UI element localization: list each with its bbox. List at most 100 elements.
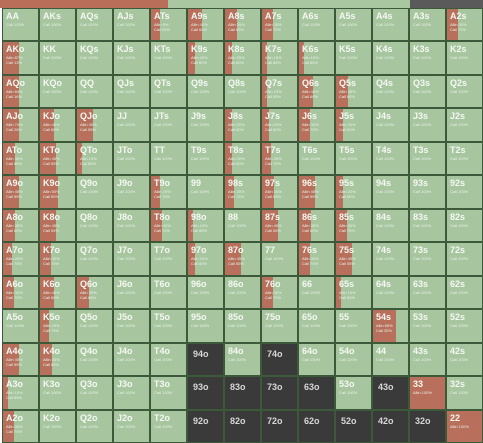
hand-cell-96o[interactable]: 96o Call 100%	[188, 276, 223, 309]
hand-cell-97s[interactable]: 97s Allin 35% Call 65%	[262, 176, 297, 208]
hand-cell-ato[interactable]: ATo Allin 35% Call 65%	[3, 142, 38, 175]
hand-cell-85s[interactable]: 85s Allin 30% Call 70%	[336, 209, 371, 242]
hand-cell-86s[interactable]: 86s Allin 35% Call 65%	[299, 209, 334, 242]
hand-cell-kjs[interactable]: KJs Call 100%	[114, 42, 149, 74]
hand-cell-j5o[interactable]: J5o Call 100%	[114, 310, 149, 342]
hand-cell-44[interactable]: 44 Call 100%	[373, 343, 408, 376]
hand-cell-t4s[interactable]: T4s Call 100%	[373, 142, 408, 175]
hand-cell-92s[interactable]: 92s Call 100%	[447, 176, 482, 208]
hand-cell-84s[interactable]: 84s Call 100%	[373, 209, 408, 242]
hand-cell-74o[interactable]: 74o	[262, 343, 297, 376]
hand-cell-54o[interactable]: 54o Call 100%	[336, 343, 371, 376]
hand-cell-aks[interactable]: AKs Call 100%	[40, 9, 75, 41]
hand-cell-65o[interactable]: 65o Call 100%	[299, 310, 334, 342]
hand-cell-97o[interactable]: 97o Allin 20% Call 80%	[188, 243, 223, 275]
hand-cell-a2o[interactable]: A2o Allin 30% Call 70%	[3, 410, 38, 442]
hand-cell-75s[interactable]: 75s Allin 45% Call 55%	[336, 243, 371, 275]
hand-cell-t8o[interactable]: T8o Allin 30% Call 70%	[151, 209, 186, 242]
hand-cell-j7o[interactable]: J7o Call 100%	[114, 243, 149, 275]
hand-cell-t3o[interactable]: T3o Call 100%	[151, 377, 186, 409]
hand-cell-q4s[interactable]: Q4s Call 100%	[373, 75, 408, 108]
hand-cell-87s[interactable]: 87s Allin 45% Call 55%	[262, 209, 297, 242]
hand-cell-t7s[interactable]: T7s Allin 25% Call 75%	[262, 142, 297, 175]
hand-cell-a3s[interactable]: A3s Call 100%	[410, 9, 445, 41]
hand-cell-j9s[interactable]: J9s Call 100%	[188, 109, 223, 141]
hand-cell-72o[interactable]: 72o	[262, 410, 297, 442]
hand-cell-jto[interactable]: JTo Call 100%	[114, 142, 149, 175]
hand-cell-77[interactable]: 77 Call 100%	[262, 243, 297, 275]
hand-cell-73o[interactable]: 73o	[262, 377, 297, 409]
hand-cell-k4s[interactable]: K4s Call 100%	[373, 42, 408, 74]
hand-cell-22[interactable]: 22 Allin 100%	[447, 410, 482, 442]
hand-cell-52o[interactable]: 52o	[336, 410, 371, 442]
hand-cell-q2o[interactable]: Q2o Call 100%	[77, 410, 112, 442]
hand-cell-52s[interactable]: 52s Call 100%	[447, 310, 482, 342]
hand-cell-j2s[interactable]: J2s Call 100%	[447, 109, 482, 141]
hand-cell-62o[interactable]: 62o	[299, 410, 334, 442]
hand-cell-73s[interactable]: 73s Call 100%	[410, 243, 445, 275]
hand-cell-74s[interactable]: 74s Call 100%	[373, 243, 408, 275]
hand-cell-t5s[interactable]: T5s Call 100%	[336, 142, 371, 175]
hand-cell-q6s[interactable]: Q6s Allin 40% Call 60%	[299, 75, 334, 108]
hand-cell-k3s[interactable]: K3s Call 100%	[410, 42, 445, 74]
hand-cell-t3s[interactable]: T3s Call 100%	[410, 142, 445, 175]
hand-cell-76s[interactable]: 76s Allin 30% Call 70%	[299, 243, 334, 275]
hand-cell-j2o[interactable]: J2o Call 100%	[114, 410, 149, 442]
hand-cell-j6s[interactable]: J6s Allin 30% Call 70%	[299, 109, 334, 141]
hand-cell-qjs[interactable]: QJs Call 100%	[114, 75, 149, 108]
hand-cell-j3o[interactable]: J3o Call 100%	[114, 377, 149, 409]
hand-cell-82o[interactable]: 82o	[225, 410, 260, 442]
hand-cell-a2s[interactable]: A2s Allin 30% Call 70%	[447, 9, 482, 41]
hand-cell-ats[interactable]: ATs Allin 5% Call 95%	[151, 9, 186, 41]
hand-cell-k9s[interactable]: K9s Allin 20% Call 80%	[188, 42, 223, 74]
hand-cell-j3s[interactable]: J3s Call 100%	[410, 109, 445, 141]
hand-cell-a6o[interactable]: A6o Allin 30% Call 70%	[3, 276, 38, 309]
hand-cell-63o[interactable]: 63o	[299, 377, 334, 409]
hand-cell-86o[interactable]: 86o Call 100%	[225, 276, 260, 309]
hand-cell-a5o[interactable]: A5o Call 100%	[3, 310, 38, 342]
hand-cell-q9s[interactable]: Q9s Call 100%	[188, 75, 223, 108]
hand-cell-j8s[interactable]: J8s Allin 20% Call 80%	[225, 109, 260, 141]
hand-cell-k7o[interactable]: K7o Allin 30% Call 70%	[40, 243, 75, 275]
hand-cell-q9o[interactable]: Q9o Call 100%	[77, 176, 112, 208]
hand-cell-q7o[interactable]: Q7o Call 100%	[77, 243, 112, 275]
hand-cell-q7s[interactable]: Q7s Allin 15% Call 85%	[262, 75, 297, 108]
hand-cell-87o[interactable]: 87o Allin 45% Call 55%	[225, 243, 260, 275]
hand-cell-j8o[interactable]: J8o Call 100%	[114, 209, 149, 242]
hand-cell-43s[interactable]: 43s Call 100%	[410, 343, 445, 376]
hand-cell-99[interactable]: 99 Call 100%	[188, 176, 223, 208]
hand-cell-k8s[interactable]: K8s Allin 20% Call 80%	[225, 42, 260, 74]
hand-cell-aqo[interactable]: AQo Allin 84% Call 16%	[3, 75, 38, 108]
hand-cell-qjo[interactable]: QJo Allin 45% Call 55%	[77, 109, 112, 141]
hand-cell-k2s[interactable]: K2s Call 100%	[447, 42, 482, 74]
hand-cell-t8s[interactable]: T8s Allin 20% Call 80%	[225, 142, 260, 175]
hand-cell-aqs[interactable]: AQs Call 100%	[77, 9, 112, 41]
hand-cell-64o[interactable]: 64o Call 100%	[299, 343, 334, 376]
hand-cell-q5s[interactable]: Q5s Allin 35% Call 65%	[336, 75, 371, 108]
hand-cell-jts[interactable]: JTs Call 100%	[151, 109, 186, 141]
hand-cell-42s[interactable]: 42s Call 100%	[447, 343, 482, 376]
hand-cell-k7s[interactable]: K7s Allin 15% Call 85%	[262, 42, 297, 74]
hand-cell-98o[interactable]: 98o Allin 15% Call 85%	[188, 209, 223, 242]
hand-cell-q4o[interactable]: Q4o Call 100%	[77, 343, 112, 376]
hand-cell-53o[interactable]: 53o Call 100%	[336, 377, 371, 409]
hand-cell-t6s[interactable]: T6s Call 100%	[299, 142, 334, 175]
hand-cell-63s[interactable]: 63s Call 100%	[410, 276, 445, 309]
hand-cell-ako[interactable]: AKo Allin 87% Call 13%	[3, 42, 38, 74]
hand-cell-94s[interactable]: 94s Call 100%	[373, 176, 408, 208]
hand-cell-kk[interactable]: KK Call 100%	[40, 42, 75, 74]
hand-cell-32o[interactable]: 32o	[410, 410, 445, 442]
hand-cell-t4o[interactable]: T4o Call 100%	[151, 343, 186, 376]
hand-cell-kqs[interactable]: KQs Call 100%	[77, 42, 112, 74]
hand-cell-k6o[interactable]: K6o Allin 40% Call 60%	[40, 276, 75, 309]
hand-cell-94o[interactable]: 94o	[188, 343, 223, 376]
hand-cell-95s[interactable]: 95s Allin 20% Call 80%	[336, 176, 371, 208]
hand-cell-aa[interactable]: AA Call 100%	[3, 9, 38, 41]
hand-cell-93s[interactable]: 93s Call 100%	[410, 176, 445, 208]
hand-cell-88[interactable]: 88 Call 100%	[225, 209, 260, 242]
hand-cell-42o[interactable]: 42o	[373, 410, 408, 442]
hand-cell-j4o[interactable]: J4o Call 100%	[114, 343, 149, 376]
hand-cell-q3s[interactable]: Q3s Call 100%	[410, 75, 445, 108]
hand-cell-t6o[interactable]: T6o Call 100%	[151, 276, 186, 309]
hand-cell-qto[interactable]: QTo Allin 15% Call 85%	[77, 142, 112, 175]
